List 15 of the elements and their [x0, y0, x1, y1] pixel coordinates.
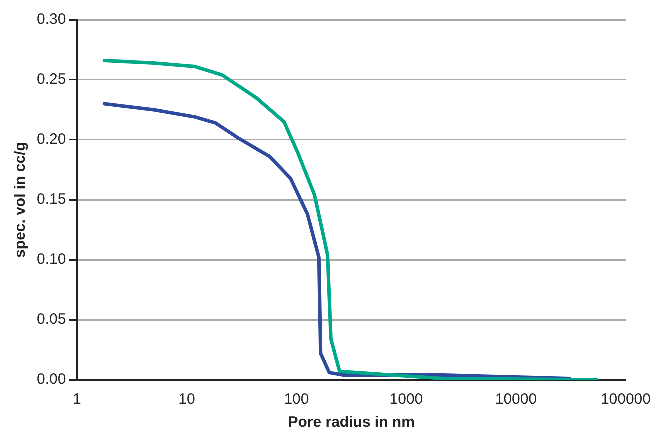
- y-axis-title: spec. vol in cc/g: [12, 142, 30, 258]
- x-axis-title: Pore radius in nm: [288, 414, 415, 432]
- x-tick-label: 10000: [495, 391, 538, 408]
- x-tick-label: 100000: [600, 391, 652, 408]
- x-tick-label: 1: [73, 391, 82, 408]
- y-tick-label: 0.15: [36, 191, 66, 208]
- x-tick-label: 1000: [390, 391, 424, 408]
- y-tick-label: 0.30: [36, 11, 66, 28]
- x-tick-label: 10: [178, 391, 196, 408]
- y-tick-label: 0.20: [36, 131, 66, 148]
- y-tick-label: 0.05: [36, 311, 66, 328]
- y-tick-label: 0.00: [36, 371, 66, 388]
- x-tick-label: 100: [284, 391, 310, 408]
- y-tick-label: 0.10: [36, 251, 66, 268]
- y-tick-label: 0.25: [36, 71, 66, 88]
